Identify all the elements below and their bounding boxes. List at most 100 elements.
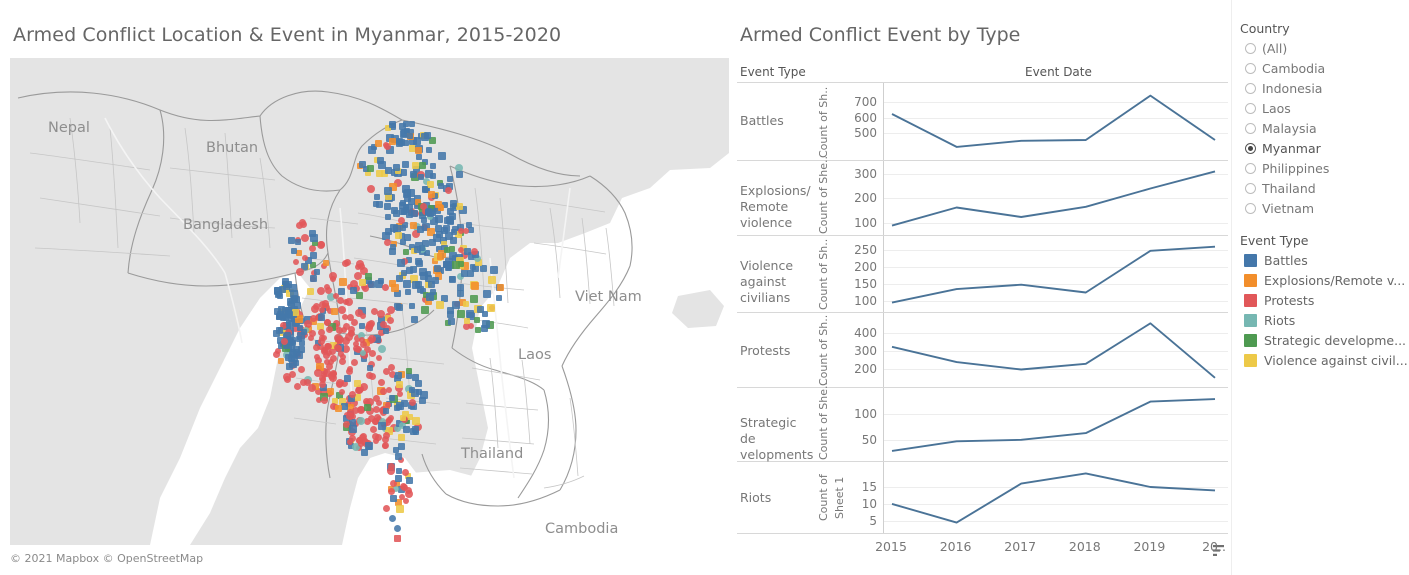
event-marker[interactable] [402, 249, 409, 256]
event-marker[interactable] [341, 403, 349, 411]
event-marker[interactable] [378, 316, 386, 324]
event-marker[interactable] [392, 446, 399, 453]
event-marker[interactable] [377, 278, 384, 285]
event-marker[interactable] [396, 390, 403, 397]
event-marker[interactable] [344, 375, 352, 383]
event-marker[interactable] [379, 418, 387, 426]
event-marker[interactable] [388, 120, 396, 128]
event-marker[interactable] [378, 422, 387, 431]
event-marker[interactable] [318, 241, 326, 249]
event-marker[interactable] [335, 405, 343, 413]
event-marker[interactable] [365, 441, 374, 450]
event-marker[interactable] [448, 317, 456, 325]
event-marker[interactable] [295, 268, 304, 277]
country-option-philippines[interactable]: Philippines [1245, 158, 1329, 178]
event-marker[interactable] [415, 388, 422, 395]
event-marker[interactable] [393, 164, 401, 172]
event-marker[interactable] [356, 291, 364, 299]
event-marker[interactable] [385, 402, 392, 409]
event-marker[interactable] [344, 258, 352, 266]
event-marker[interactable] [428, 208, 436, 216]
event-marker[interactable] [433, 207, 441, 215]
event-marker[interactable] [402, 279, 411, 288]
event-marker[interactable] [380, 169, 388, 177]
event-marker[interactable] [394, 474, 402, 482]
event-marker[interactable] [277, 337, 285, 345]
event-marker[interactable] [441, 294, 449, 302]
event-marker[interactable] [398, 421, 406, 429]
chart-row-protests[interactable]: Protests Count of Sh.. 200 300 400 [737, 313, 1228, 388]
event-marker[interactable] [463, 300, 470, 307]
event-marker[interactable] [474, 255, 482, 263]
event-marker[interactable] [399, 201, 407, 209]
event-marker[interactable] [289, 359, 298, 368]
event-marker[interactable] [468, 322, 475, 329]
event-marker[interactable] [482, 290, 491, 299]
event-marker[interactable] [397, 217, 405, 225]
event-marker[interactable] [377, 379, 385, 387]
event-marker[interactable] [297, 366, 305, 374]
event-marker[interactable] [363, 403, 371, 411]
event-marker[interactable] [298, 345, 306, 353]
event-marker[interactable] [442, 224, 450, 232]
event-marker[interactable] [384, 544, 392, 545]
event-marker[interactable] [401, 483, 409, 491]
event-marker[interactable] [452, 300, 461, 309]
event-marker[interactable] [426, 228, 435, 237]
event-marker[interactable] [399, 169, 407, 177]
event-marker[interactable] [321, 263, 328, 270]
event-marker[interactable] [382, 443, 389, 450]
event-marker[interactable] [465, 310, 474, 319]
event-marker[interactable] [291, 309, 299, 317]
event-marker[interactable] [451, 229, 458, 236]
event-marker[interactable] [338, 306, 347, 315]
event-marker[interactable] [376, 355, 383, 362]
event-marker[interactable] [346, 365, 353, 372]
event-marker[interactable] [425, 270, 432, 277]
event-marker[interactable] [331, 307, 339, 315]
event-marker[interactable] [387, 487, 395, 495]
event-marker[interactable] [463, 248, 471, 256]
event-marker[interactable] [342, 299, 349, 306]
event-marker[interactable] [456, 170, 464, 178]
event-marker[interactable] [348, 418, 356, 426]
event-marker[interactable] [425, 297, 433, 305]
event-marker[interactable] [391, 207, 399, 215]
event-marker[interactable] [335, 327, 343, 335]
event-marker[interactable] [390, 243, 397, 250]
event-marker[interactable] [285, 319, 293, 327]
event-marker[interactable] [310, 270, 317, 277]
line-plot[interactable] [883, 313, 1228, 387]
event-marker[interactable] [394, 534, 402, 542]
event-marker[interactable] [377, 160, 386, 169]
event-marker[interactable] [363, 166, 370, 173]
legend-color-swatch[interactable] [1244, 334, 1257, 347]
event-marker[interactable] [428, 191, 436, 199]
event-marker[interactable] [329, 355, 337, 363]
event-marker[interactable] [425, 207, 433, 215]
event-marker[interactable] [359, 278, 367, 286]
event-marker[interactable] [360, 283, 367, 290]
event-marker[interactable] [340, 380, 348, 388]
event-marker[interactable] [315, 388, 323, 396]
event-marker[interactable] [295, 314, 304, 323]
event-marker[interactable] [293, 382, 301, 390]
event-marker[interactable] [347, 313, 355, 321]
event-marker[interactable] [440, 244, 448, 252]
event-marker[interactable] [347, 329, 354, 336]
event-marker[interactable] [276, 326, 284, 334]
event-marker[interactable] [475, 327, 482, 334]
event-marker[interactable] [359, 312, 366, 319]
event-marker[interactable] [310, 261, 317, 268]
event-marker[interactable] [313, 343, 321, 351]
event-marker[interactable] [353, 334, 361, 342]
event-marker[interactable] [338, 358, 346, 366]
event-marker[interactable] [328, 347, 336, 355]
event-marker[interactable] [279, 321, 287, 329]
legend-item[interactable]: Riots [1244, 311, 1295, 330]
legend-color-swatch[interactable] [1244, 274, 1257, 287]
event-marker[interactable] [414, 147, 422, 155]
event-marker[interactable] [438, 183, 445, 190]
event-marker[interactable] [382, 231, 391, 240]
event-marker[interactable] [428, 281, 436, 289]
